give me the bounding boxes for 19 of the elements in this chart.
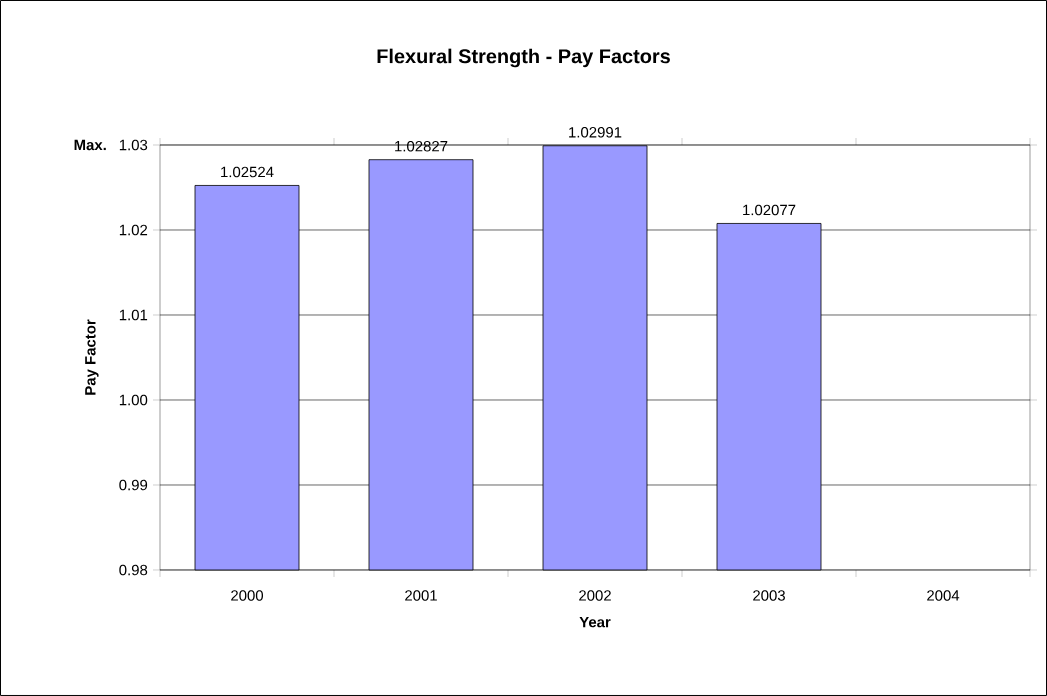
text: Max. bbox=[74, 139, 106, 151]
data-label: 1.02524 bbox=[221, 166, 274, 178]
data-label: 1.02077 bbox=[743, 204, 796, 216]
chart-title: Flexural Strength - Pay Factors bbox=[377, 48, 670, 68]
y-axis-title: Pay Factor bbox=[85, 319, 99, 395]
x-tick-label: 2002 bbox=[579, 590, 611, 601]
data-label: 1.02991 bbox=[569, 126, 622, 138]
y-tick-label: 1.00 bbox=[119, 394, 148, 406]
x-tick-label: 2004 bbox=[927, 590, 960, 601]
x-tick-label: 2003 bbox=[753, 590, 785, 601]
y-tick-label: 1.02 bbox=[119, 224, 148, 236]
x-tick-label: 2001 bbox=[405, 590, 437, 601]
x-axis-title: Year bbox=[579, 616, 611, 628]
y-tick-label: 1.03 bbox=[119, 139, 148, 151]
x-tick-label: 2000 bbox=[231, 590, 264, 601]
y-tick-label: 0.99 bbox=[119, 479, 148, 491]
y-tick-label: 0.98 bbox=[119, 564, 148, 576]
data-label: 1.02827 bbox=[395, 140, 448, 152]
y-tick-label: 1.01 bbox=[119, 309, 148, 321]
